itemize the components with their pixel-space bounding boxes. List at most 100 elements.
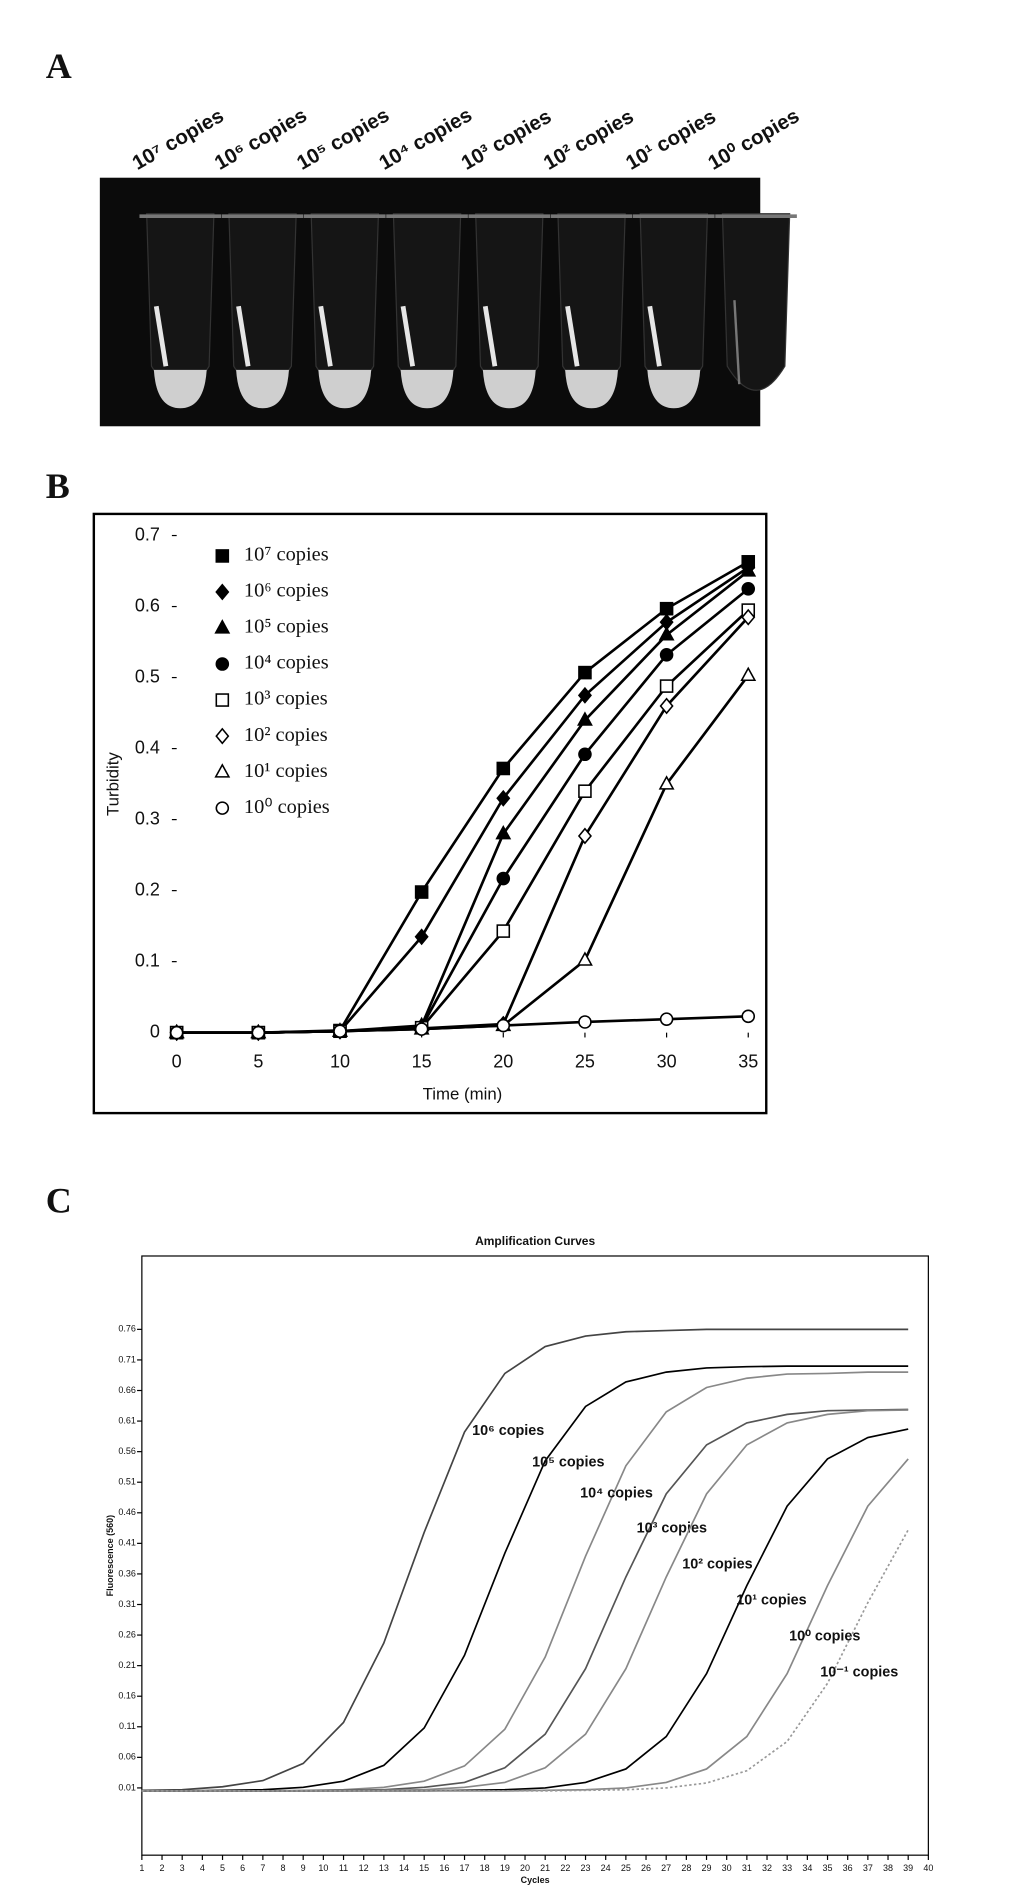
marker bbox=[577, 686, 592, 704]
tube-reflection bbox=[153, 305, 169, 367]
gel-label: 10² copies bbox=[540, 106, 637, 175]
x-tick-label: 32 bbox=[762, 1863, 772, 1873]
y-tick-label: 0.6 bbox=[135, 595, 160, 615]
x-tick-label: 17 bbox=[460, 1863, 470, 1873]
marker bbox=[578, 1015, 592, 1029]
marker bbox=[741, 582, 756, 596]
tube-liquid bbox=[400, 369, 454, 409]
legend-label: 10⁶ copies bbox=[244, 580, 329, 602]
y-tick-label: 0 bbox=[150, 1021, 160, 1041]
x-tick-label: 20 bbox=[493, 1051, 513, 1071]
marker bbox=[659, 601, 674, 616]
y-tick-label: 0.71 bbox=[118, 1354, 136, 1364]
x-tick-label: 8 bbox=[281, 1863, 286, 1873]
tube bbox=[310, 213, 380, 391]
tube bbox=[228, 213, 297, 391]
marker bbox=[577, 951, 593, 966]
chart-title: Amplification Curves bbox=[475, 1234, 595, 1248]
marker bbox=[578, 747, 592, 762]
x-tick-label: 22 bbox=[560, 1863, 570, 1873]
marker bbox=[215, 549, 230, 563]
series-line bbox=[141, 1529, 909, 1792]
y-tick-label: 0.31 bbox=[118, 1599, 136, 1609]
marker bbox=[414, 928, 429, 946]
marker bbox=[496, 871, 511, 886]
x-tick-label: 30 bbox=[657, 1051, 677, 1071]
y-tick-label: 0.66 bbox=[118, 1385, 136, 1395]
curve-label: 10³ copies bbox=[637, 1520, 707, 1536]
y-tick-label: 0.1 bbox=[135, 950, 160, 970]
x-tick-label: 31 bbox=[742, 1863, 752, 1873]
x-tick-label: 28 bbox=[681, 1863, 691, 1873]
x-tick-label: 19 bbox=[500, 1863, 510, 1873]
series-line bbox=[141, 1365, 909, 1792]
x-tick-label: 23 bbox=[581, 1863, 591, 1873]
marker bbox=[215, 727, 230, 745]
x-tick-label: 39 bbox=[903, 1863, 913, 1873]
x-tick-label: 35 bbox=[738, 1051, 758, 1071]
legend-label: 10³ copies bbox=[244, 688, 328, 710]
x-tick-label: 18 bbox=[480, 1863, 490, 1873]
marker bbox=[659, 648, 674, 662]
x-tick-label: 36 bbox=[843, 1863, 853, 1873]
series-line bbox=[141, 1328, 909, 1792]
marker bbox=[215, 693, 230, 707]
chart-frame bbox=[92, 512, 768, 1115]
curve-label: 10⁰ copies bbox=[789, 1628, 860, 1644]
tube bbox=[475, 213, 544, 391]
legend-label: 10⁰ copies bbox=[244, 796, 330, 818]
gel-label: 10⁵ copies bbox=[293, 104, 393, 174]
tube bbox=[721, 213, 791, 391]
y-tick-label: 0.36 bbox=[118, 1568, 136, 1578]
x-tick-label: 3 bbox=[180, 1863, 185, 1873]
y-tick-label: 0.16 bbox=[118, 1691, 136, 1701]
marker bbox=[578, 784, 592, 798]
marker bbox=[169, 1025, 184, 1040]
x-tick-label: 6 bbox=[240, 1863, 245, 1873]
x-tick-label: 24 bbox=[601, 1863, 611, 1873]
tube-reflection bbox=[318, 305, 333, 367]
marker bbox=[333, 1024, 347, 1039]
x-tick-label: 11 bbox=[339, 1863, 348, 1873]
x-tick-label: 40 bbox=[923, 1863, 933, 1873]
y-axis-title: Turbidity bbox=[104, 752, 123, 816]
y-tick-label: 0.01 bbox=[118, 1782, 136, 1792]
gel-label: 10³ copies bbox=[458, 106, 555, 175]
x-tick-label: 35 bbox=[823, 1863, 833, 1873]
gel-label: 10⁷ copies bbox=[129, 105, 228, 175]
marker bbox=[740, 666, 757, 682]
tube-liquid bbox=[153, 369, 207, 409]
x-tick-label: 37 bbox=[863, 1863, 873, 1873]
marker bbox=[496, 1018, 511, 1033]
x-tick-label: 33 bbox=[782, 1863, 792, 1873]
y-tick-label: 0.41 bbox=[118, 1538, 136, 1548]
marker bbox=[578, 665, 592, 680]
legend-label: 10⁷ copies bbox=[244, 544, 329, 566]
marker bbox=[659, 697, 674, 715]
chart-frame bbox=[141, 1255, 929, 1856]
y-tick-label: 0.51 bbox=[118, 1477, 136, 1487]
x-axis-title: Time (min) bbox=[423, 1085, 503, 1104]
x-tick-label: 25 bbox=[575, 1051, 595, 1071]
curve-label: 10¹ copies bbox=[736, 1592, 806, 1608]
y-tick-label: 0.61 bbox=[118, 1415, 136, 1425]
x-tick-label: 15 bbox=[412, 1051, 432, 1071]
marker bbox=[659, 1012, 674, 1026]
x-tick-label: 27 bbox=[661, 1863, 671, 1873]
series-line bbox=[176, 1015, 749, 1034]
x-tick-label: 10 bbox=[330, 1051, 350, 1071]
x-tick-label: 13 bbox=[379, 1863, 389, 1873]
marker bbox=[495, 824, 512, 840]
legend-label: 10¹ copies bbox=[244, 760, 328, 782]
x-tick-label: 1 bbox=[139, 1863, 144, 1873]
y-axis-title: Fluorescence (560) bbox=[105, 1515, 115, 1597]
panel-label: C bbox=[46, 1181, 72, 1221]
y-tick-label: 0.7 bbox=[135, 524, 160, 544]
marker bbox=[740, 562, 757, 577]
y-tick-label: 0.46 bbox=[118, 1507, 136, 1517]
marker bbox=[496, 761, 511, 776]
gel-label: 10⁰ copies bbox=[705, 105, 804, 175]
tube-liquid bbox=[318, 369, 372, 409]
curve-label: 10⁴ copies bbox=[580, 1486, 653, 1502]
panel-label: A bbox=[46, 46, 72, 86]
